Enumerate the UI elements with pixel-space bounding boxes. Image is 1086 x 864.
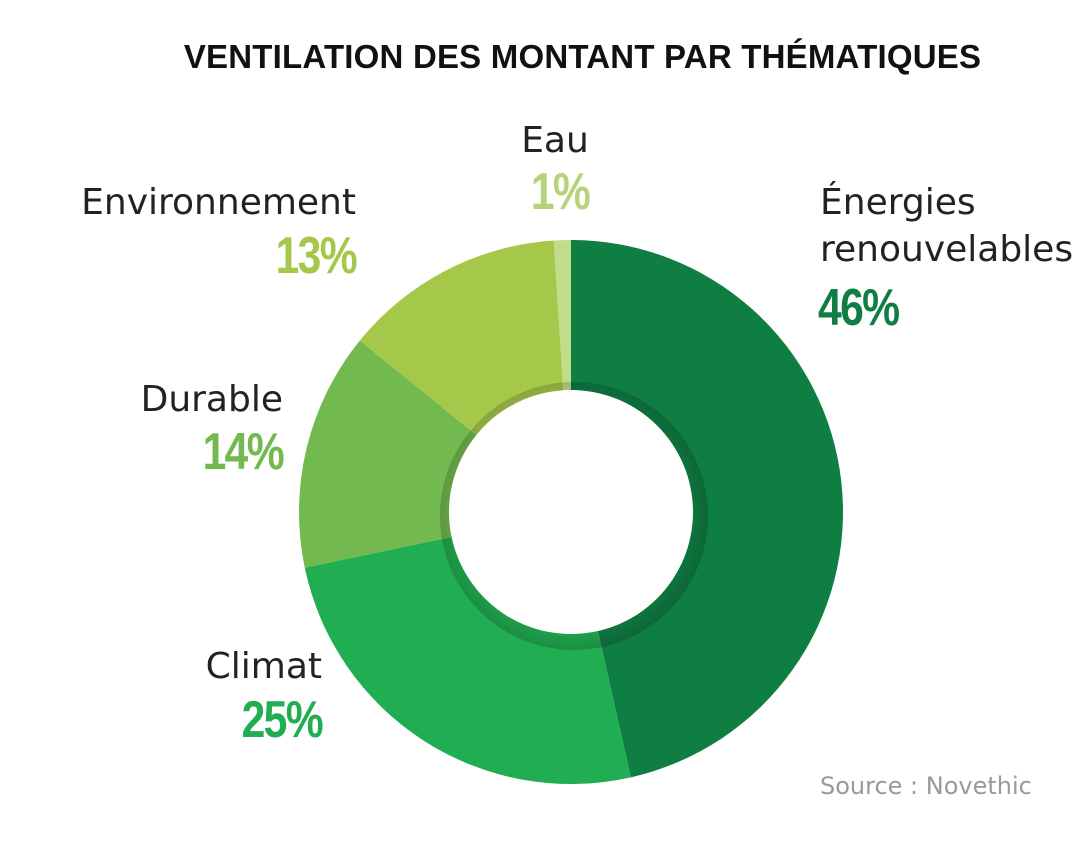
value-energies: 46% [818, 279, 900, 337]
label-energies-line1: Énergies [820, 182, 976, 223]
value-climat: 25% [241, 691, 324, 749]
value-eau: 1% [530, 163, 591, 221]
chart-title: VENTILATION DES MONTANT PAR THÉMATIQUES [183, 38, 982, 75]
label-durable: Durable [140, 379, 283, 420]
value-durable: 14% [202, 423, 285, 481]
value-environnement: 13% [275, 227, 358, 285]
source-note: Source : Novethic [820, 772, 1032, 800]
label-climat: Climat [205, 646, 322, 687]
donut-hole [449, 390, 693, 634]
label-energies-line2: renouvelables [820, 229, 1074, 270]
label-eau: Eau [521, 120, 589, 161]
label-environnement: Environnement [81, 182, 356, 223]
